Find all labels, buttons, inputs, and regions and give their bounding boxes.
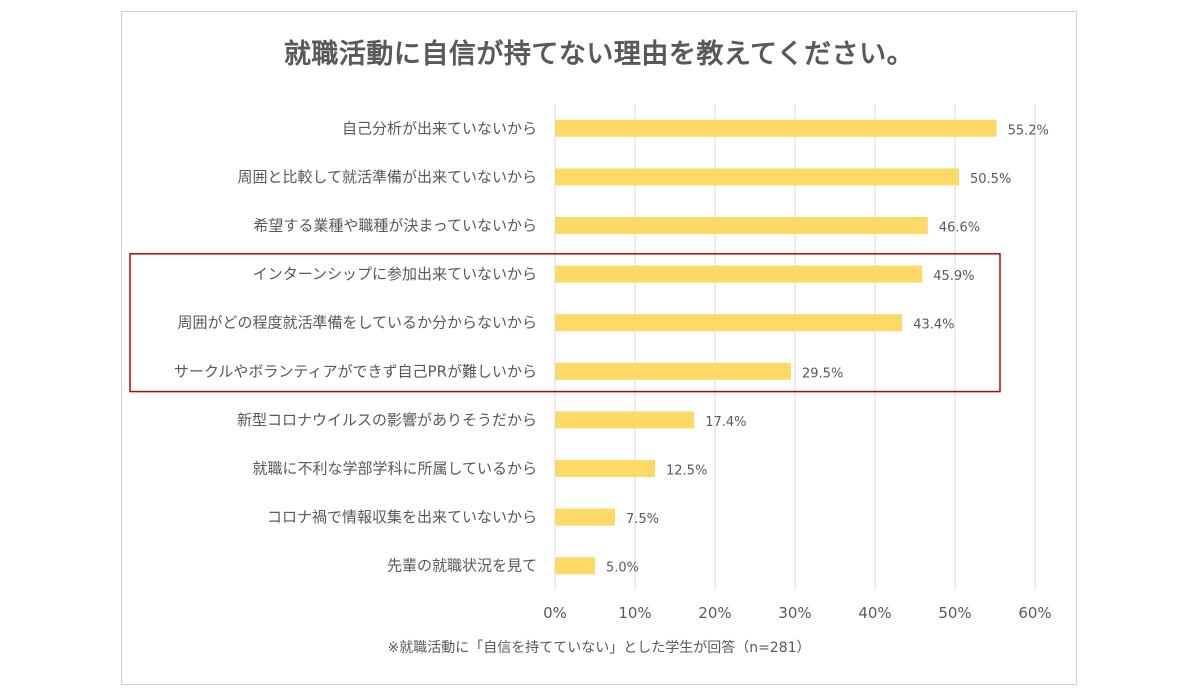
bar <box>555 460 655 477</box>
x-tick-label: 30% <box>778 604 811 622</box>
category-label: 就職に不利な学部学科に所属しているから <box>252 460 537 478</box>
category-label: コロナ禍で情報収集を出来ていないから <box>267 508 537 526</box>
x-tick-label: 0% <box>543 604 567 622</box>
bar <box>555 314 903 332</box>
x-tick-label: 20% <box>698 604 731 622</box>
data-label: 46.6% <box>939 221 980 236</box>
data-label: 43.4% <box>913 318 954 333</box>
data-label: 50.5% <box>970 172 1011 187</box>
data-label: 7.5% <box>626 512 659 527</box>
data-label: 12.5% <box>666 464 707 479</box>
bar <box>555 411 695 429</box>
category-label: インターンシップに参加出来ていないから <box>253 265 537 283</box>
category-label: 先輩の就職状況を見て <box>387 557 537 575</box>
data-label: 5.0% <box>606 561 639 576</box>
chart-title: 就職活動に自信が持てない理由を教えてください。 <box>283 39 915 70</box>
data-label: 55.2% <box>1008 123 1049 138</box>
category-label: サークルやボランティアができず自己PRが難しいから <box>174 362 537 380</box>
bar <box>555 508 615 526</box>
category-label: 自己分析が出来ていないから <box>342 119 537 137</box>
category-label: 新型コロナウイルスの影響がありそうだから <box>237 411 537 429</box>
data-label: 17.4% <box>705 415 746 430</box>
x-tick-label: 40% <box>858 604 891 622</box>
x-tick-label: 60% <box>1018 604 1051 622</box>
bar <box>555 362 791 380</box>
bar <box>555 557 595 575</box>
highlight-box <box>129 253 1001 393</box>
bar <box>555 217 928 234</box>
x-tick-label: 50% <box>938 604 971 622</box>
category-label: 周囲と比較して就活準備が出来ていないから <box>237 168 537 186</box>
category-label: 希望する業種や職種が決まっていないから <box>253 217 537 235</box>
data-label: 45.9% <box>933 269 974 284</box>
bar <box>555 265 923 283</box>
chart-footnote: ※就職活動に「自信を持てていない」とした学生が回答（n=281） <box>387 640 811 656</box>
bar <box>555 119 997 137</box>
data-label: 29.5% <box>802 366 843 381</box>
bar <box>555 168 959 186</box>
x-tick-label: 10% <box>618 604 651 622</box>
category-label: 周囲がどの程度就活準備をしているか分からないから <box>177 314 537 332</box>
